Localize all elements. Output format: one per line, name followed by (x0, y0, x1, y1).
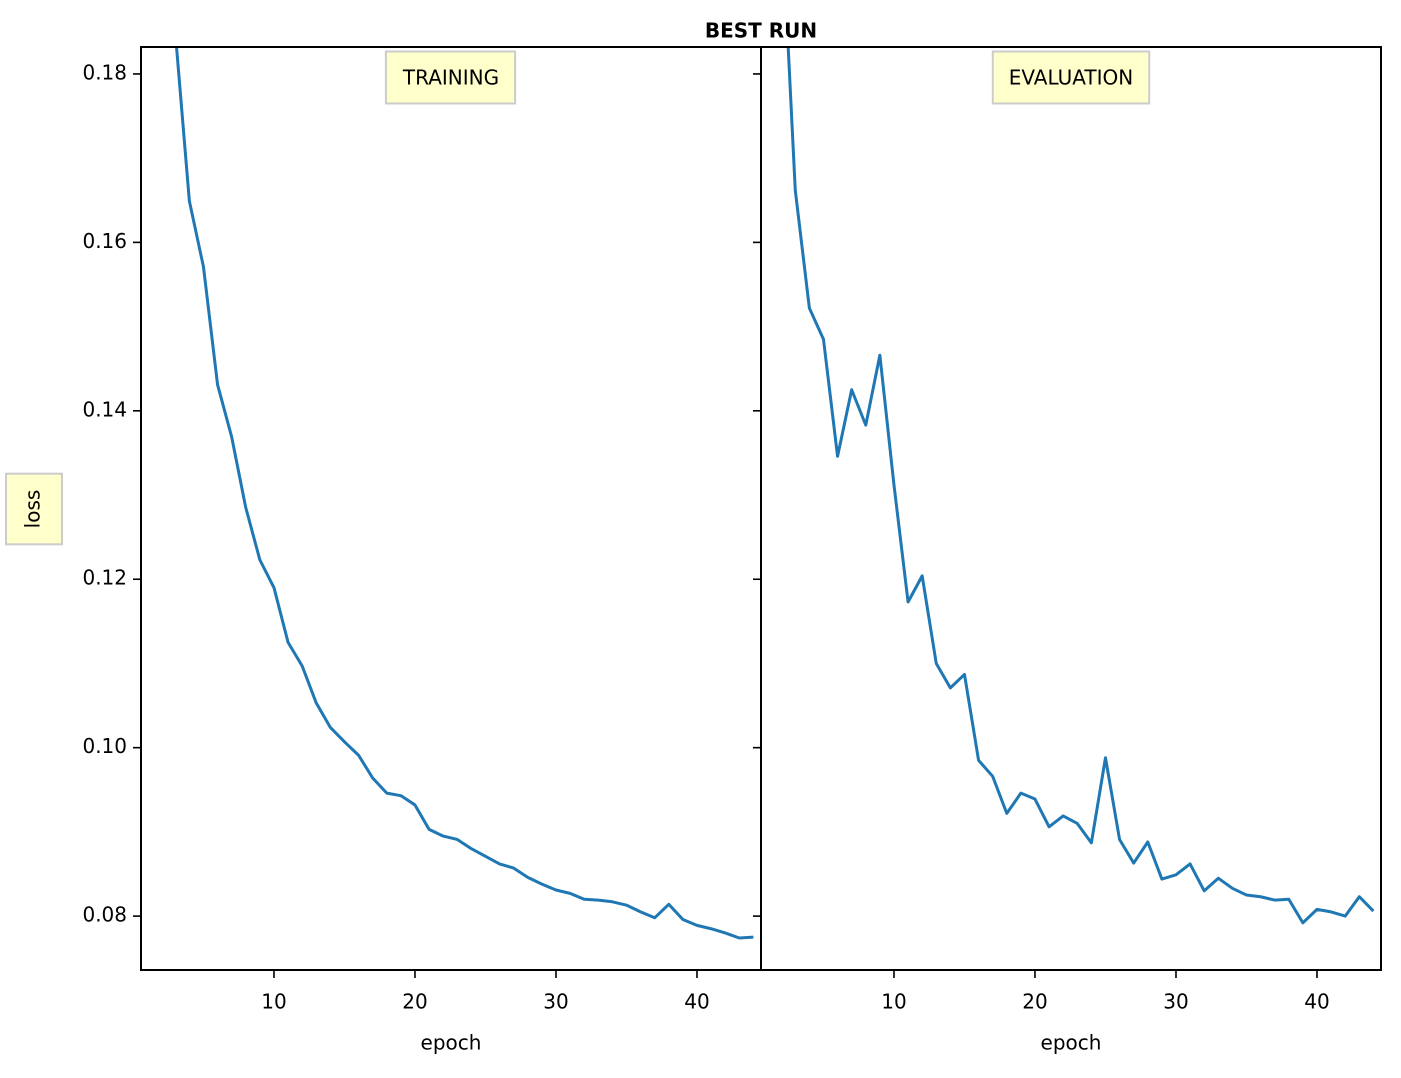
x-tick-label: 10 (881, 990, 906, 1014)
annotation-box (991, 50, 1151, 105)
annotation-text: TRAINING (402, 66, 499, 90)
y-tick-label: 0.18 (82, 60, 127, 84)
x-tick-label: 40 (1304, 990, 1329, 1014)
x-tick-label: 30 (543, 990, 568, 1014)
annotation-box (5, 472, 63, 546)
annotation-text: EVALUATION (1009, 66, 1133, 90)
x-tick-label: 40 (684, 990, 709, 1014)
x-tick-label: 10 (261, 990, 286, 1014)
y-tick-label: 0.14 (82, 397, 127, 421)
x-axis-label: epoch (1041, 1031, 1102, 1055)
data-line (175, 47, 754, 940)
x-tick-label: 20 (402, 990, 427, 1014)
y-tick-label: 0.12 (82, 566, 127, 590)
y-tick-label: 0.08 (82, 903, 127, 927)
y-tick-label: 0.10 (82, 734, 127, 758)
x-tick-label: 20 (1022, 990, 1047, 1014)
x-tick-label: 30 (1163, 990, 1188, 1014)
data-line (786, 47, 1375, 925)
x-axis-label: epoch (421, 1031, 482, 1055)
annotation-text: loss (21, 490, 45, 529)
suptitle: BEST RUN (705, 19, 817, 43)
axes-frame (760, 46, 1382, 971)
y-tick-label: 0.16 (82, 229, 127, 253)
annotation-box (384, 50, 517, 105)
